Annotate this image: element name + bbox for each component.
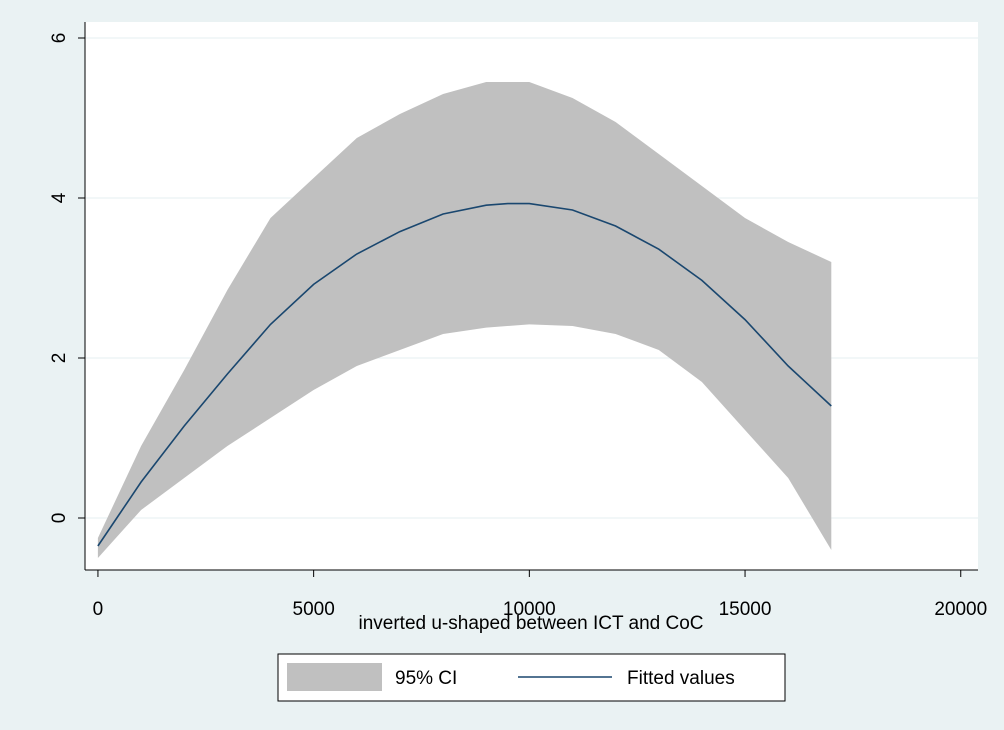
- ci-band: [97, 82, 832, 558]
- legend: 95% CI Fitted values: [277, 653, 786, 702]
- y-ticks: 0 2 4 6: [49, 33, 85, 524]
- fitted-line-layer: [97, 202, 832, 547]
- y-tick-label-1: 2: [49, 353, 70, 364]
- x-tick-label-3: 15000: [719, 599, 772, 620]
- x-tick-label-0: 0: [93, 599, 104, 620]
- fitted-values-line: [97, 202, 832, 547]
- y-tick-label-3: 6: [49, 33, 70, 44]
- ci-band-layer: [97, 82, 832, 558]
- y-tick-label-2: 4: [49, 192, 70, 203]
- x-tick-label-1: 5000: [293, 599, 335, 620]
- x-axis-title: inverted u-shaped between ICT and CoC: [358, 613, 703, 634]
- legend-ci-swatch: [287, 663, 382, 691]
- legend-ci-label: 95% CI: [395, 668, 457, 689]
- y-tick-label-0: 0: [49, 513, 70, 524]
- x-tick-label-4: 20000: [934, 599, 987, 620]
- x-ticks: 0 5000 10000 15000 20000: [93, 570, 987, 620]
- legend-fitted-label: Fitted values: [627, 668, 735, 689]
- axes: [84, 22, 978, 571]
- x-tick-label-2: 10000: [503, 599, 556, 620]
